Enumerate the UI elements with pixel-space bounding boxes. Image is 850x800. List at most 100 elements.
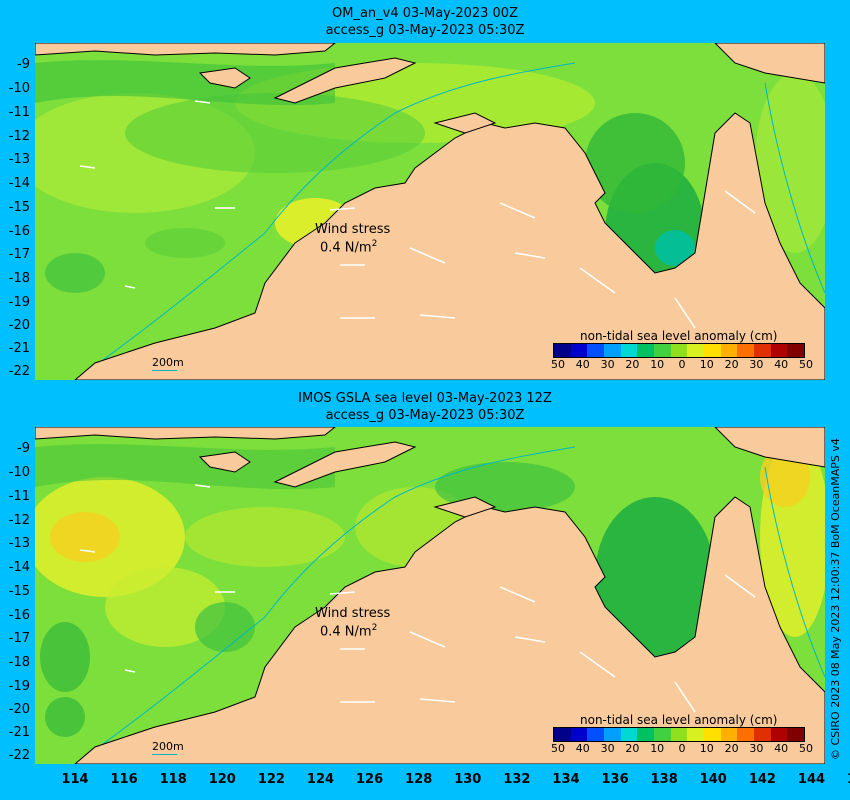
- colorbar-swatch: [570, 728, 588, 741]
- x-tick-label: 128: [405, 772, 433, 787]
- colorbar-tick-label: 20: [724, 742, 739, 755]
- p2-ytick: -20: [8, 702, 30, 717]
- colorbar-swatch: [587, 344, 605, 357]
- p2-ytick: -21: [8, 725, 30, 740]
- p2-ytick: -10: [8, 465, 30, 480]
- colorbar-swatch: [554, 344, 571, 357]
- colorbar-swatch: [687, 728, 705, 741]
- p2-scale-line: [152, 754, 177, 755]
- p2-ytick: -19: [8, 679, 30, 694]
- colorbar-swatch: [570, 344, 588, 357]
- p1-ytick: -13: [8, 152, 30, 167]
- x-tick-label: 138: [650, 772, 678, 787]
- x-tick-label: 118: [159, 772, 187, 787]
- p2-ytick: -17: [8, 631, 30, 646]
- colorbar-tick-label: 0: [678, 358, 686, 371]
- x-tick-label: 134: [552, 772, 580, 787]
- p1-ytick: -9: [17, 57, 30, 72]
- p2-colorbar: [553, 727, 805, 742]
- colorbar-swatch: [637, 728, 655, 741]
- x-tick-label: 136: [601, 772, 629, 787]
- x-tick-label: 130: [454, 772, 482, 787]
- p1-ytick: -19: [8, 295, 30, 310]
- x-tick-label: 116: [110, 772, 138, 787]
- colorbar-swatch: [670, 344, 688, 357]
- colorbar-swatch: [620, 728, 638, 741]
- colorbar-swatch: [637, 344, 655, 357]
- colorbar-swatch: [587, 728, 605, 741]
- x-tick-label: 146: [846, 772, 850, 787]
- colorbar-swatch: [787, 344, 805, 357]
- p1-ytick: -12: [8, 129, 30, 144]
- colorbar-tick-label: 10: [650, 742, 665, 755]
- colorbar-swatch: [687, 344, 705, 357]
- x-tick-label: 126: [356, 772, 384, 787]
- p2-colorbar-title: non-tidal sea level anomaly (cm): [580, 713, 778, 727]
- colorbar-tick-label: 20: [625, 358, 640, 371]
- colorbar-swatch: [720, 344, 738, 357]
- p1-scale-line: [152, 370, 177, 371]
- panel1-map: [35, 43, 825, 380]
- p2-ytick: -13: [8, 536, 30, 551]
- colorbar-tick-label: 30: [749, 358, 764, 371]
- colorbar-swatch: [670, 728, 688, 741]
- colorbar-swatch: [604, 728, 621, 741]
- p2-ytick: -22: [8, 748, 30, 763]
- colorbar-swatch: [720, 728, 738, 741]
- x-tick-label: 140: [699, 772, 727, 787]
- p1-colorbar-title: non-tidal sea level anomaly (cm): [580, 329, 778, 343]
- p1-colorbar: [553, 343, 805, 358]
- x-tick-label: 144: [797, 772, 826, 787]
- x-tick-label: 124: [306, 772, 335, 787]
- p2-ytick: -15: [8, 584, 30, 599]
- panel1-subtitle: access_g 03-May-2023 05:30Z: [325, 23, 525, 38]
- x-tick-label: 142: [748, 772, 776, 787]
- x-tick-label: 114: [61, 772, 89, 787]
- colorbar-tick-label: 40: [774, 358, 789, 371]
- p1-ytick: -16: [8, 224, 30, 239]
- p2-ytick: -14: [8, 560, 30, 575]
- p1-ytick: -15: [8, 200, 30, 215]
- p1-ytick: -22: [8, 364, 30, 379]
- colorbar-swatch: [704, 728, 721, 741]
- colorbar-swatch: [654, 728, 671, 741]
- colorbar-swatch: [704, 344, 721, 357]
- colorbar-tick-label: 0: [678, 742, 686, 755]
- colorbar-tick-label: 50: [799, 742, 813, 755]
- colorbar-tick-label: 40: [774, 742, 789, 755]
- colorbar-swatch: [737, 344, 755, 357]
- colorbar-swatch: [654, 344, 671, 357]
- p1-scale-bar: 200m: [152, 356, 184, 369]
- colorbar-tick-label: 10: [699, 742, 714, 755]
- p1-wind-label: Wind stress: [315, 222, 391, 237]
- colorbar-swatch: [787, 728, 805, 741]
- colorbar-tick-label: 10: [699, 358, 714, 371]
- p2-wind-label: Wind stress: [315, 606, 391, 621]
- colorbar-swatch: [620, 344, 638, 357]
- x-tick-label: 122: [257, 772, 285, 787]
- p1-ytick: -21: [8, 341, 30, 356]
- p2-ytick: -9: [17, 441, 30, 456]
- colorbar-tick-label: 50: [551, 742, 565, 755]
- colorbar-swatch: [770, 728, 788, 741]
- x-tick-label: 132: [503, 772, 531, 787]
- colorbar-tick-label: 50: [799, 358, 813, 371]
- panel1-title: OM_an_v4 03-May-2023 00Z: [332, 6, 518, 21]
- colorbar-swatch: [770, 344, 788, 357]
- colorbar-tick-label: 50: [551, 358, 565, 371]
- panel2-subtitle: access_g 03-May-2023 05:30Z: [325, 408, 525, 423]
- p1-ytick: -10: [8, 81, 30, 96]
- x-tick-label: 120: [208, 772, 236, 787]
- p2-wind-value: 0.4 N/m2: [320, 623, 378, 640]
- p1-ytick: -20: [8, 318, 30, 333]
- p1-ytick: -17: [8, 247, 30, 262]
- p1-ytick: -14: [8, 176, 30, 191]
- colorbar-swatch: [754, 728, 771, 741]
- p2-ytick: -16: [8, 608, 30, 623]
- colorbar-tick-label: 20: [625, 742, 640, 755]
- p1-ytick: -11: [8, 105, 30, 120]
- colorbar-swatch: [554, 728, 571, 741]
- panel2-title: IMOS GSLA sea level 03-May-2023 12Z: [298, 391, 552, 406]
- colorbar-swatch: [737, 728, 755, 741]
- colorbar-tick-label: 20: [724, 358, 739, 371]
